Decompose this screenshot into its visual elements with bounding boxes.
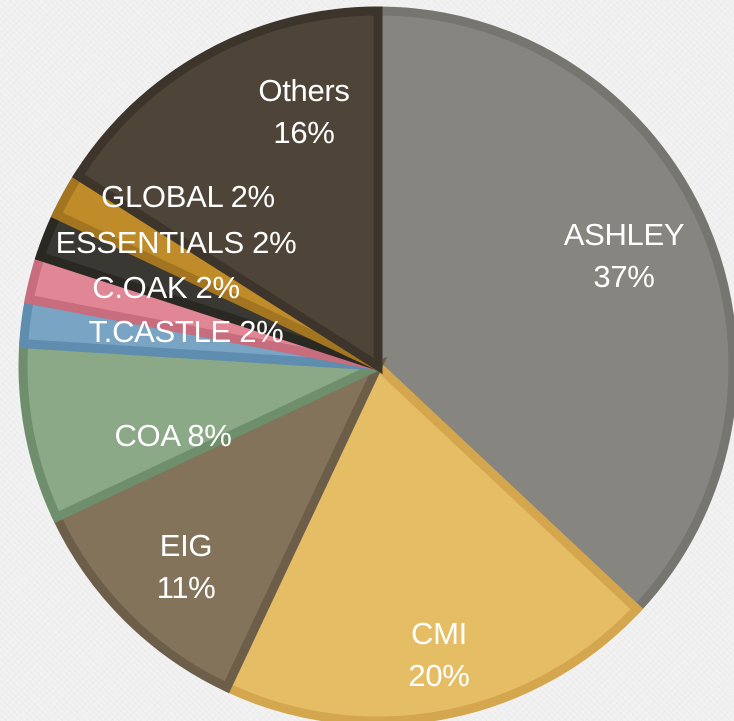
pie-slices [18, 6, 734, 721]
slice-label-cmi-line-1: CMI [411, 616, 467, 651]
slice-label-eig-line-2: 11% [157, 570, 216, 605]
slice-label-others-line-1: Others [258, 73, 349, 108]
pie-slice-cmi [220, 358, 644, 721]
slice-label-ashley-line-1: ASHLEY [564, 217, 685, 252]
slice-label-t-castle: T.CASTLE 2% [89, 314, 284, 349]
slice-label-cmi-line-2: 20% [408, 658, 469, 693]
pie-labels: ASHLEY 37% CMI 20% EIG 11% COA 8% T.CASTLE 2% C.… [56, 73, 685, 693]
pie-slice-coa [18, 338, 380, 524]
slice-label-coa: COA 8% [114, 418, 231, 453]
pie-slice-others [72, 6, 383, 375]
slice-label-essentials: ESSENTIALS 2% [56, 225, 297, 260]
slice-label-c-oak: C.OAK 2% [92, 270, 239, 305]
slice-label-eig-line-1: EIG [160, 528, 213, 563]
slice-label-others-line-2: 16% [273, 115, 334, 150]
pie-slice-ashley [373, 6, 734, 616]
slice-label-global: GLOBAL 2% [101, 179, 275, 214]
slice-label-ashley-line-2: 37% [593, 259, 654, 294]
pie-slice-eig [50, 356, 388, 694]
